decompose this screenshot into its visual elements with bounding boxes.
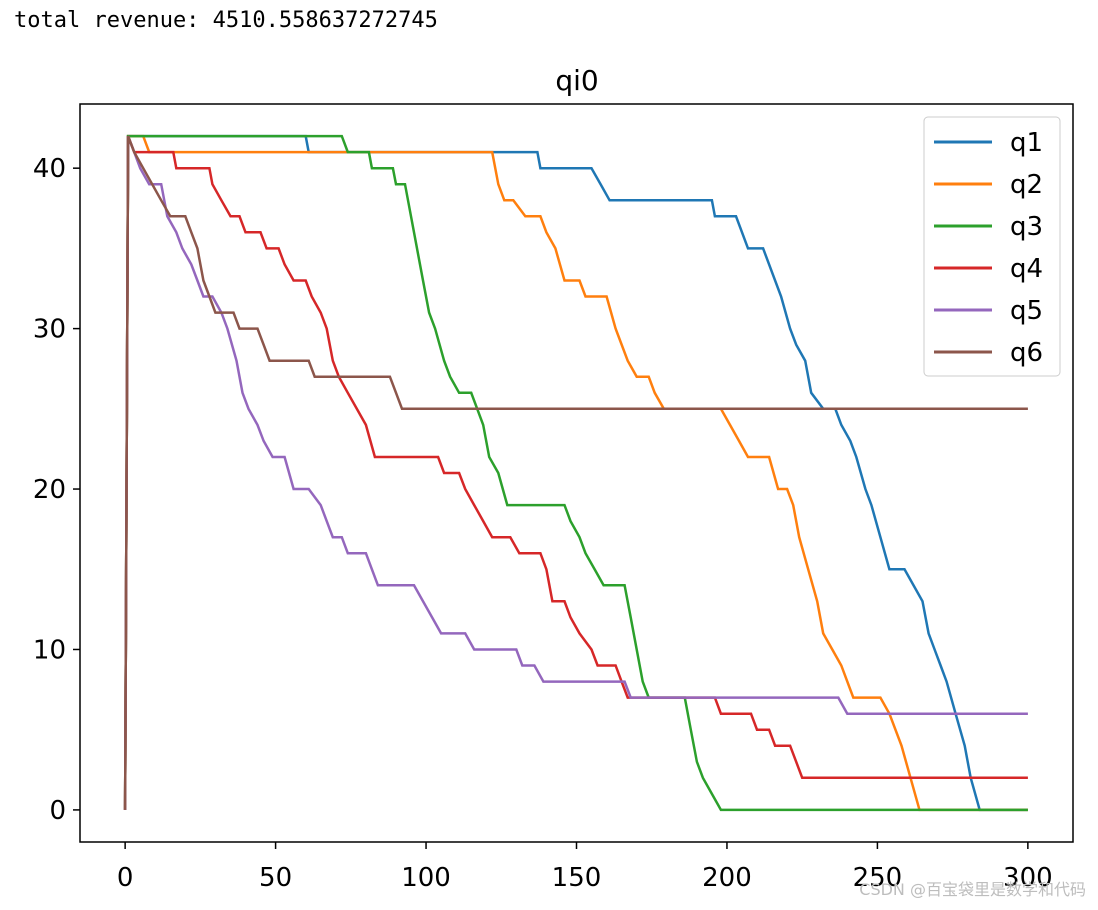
legend-label-q6: q6 [1010, 338, 1043, 368]
legend-label-q4: q4 [1010, 254, 1043, 284]
x-tick-label: 100 [401, 863, 451, 893]
series-line-q5 [123, 135, 1028, 810]
x-tick-label: 0 [117, 863, 134, 893]
x-tick-label: 200 [702, 863, 752, 893]
y-tick-label: 20 [33, 475, 66, 505]
series-line-q1 [123, 134, 1028, 812]
y-tick-label: 30 [33, 315, 66, 345]
console-output: total revenue: 4510.558637272745 [14, 8, 438, 33]
series-line-q3 [123, 134, 1028, 812]
legend-label-q2: q2 [1010, 170, 1043, 200]
chart-title: qi0 [555, 64, 598, 97]
x-tick-label: 50 [259, 863, 292, 893]
legend-label-q5: q5 [1010, 296, 1043, 326]
watermark: CSDN @百宝袋里是数学和代码 [859, 880, 1086, 899]
series-line-q6 [123, 135, 1028, 810]
y-tick-label: 10 [33, 635, 66, 665]
y-tick-label: 0 [49, 796, 66, 826]
x-tick-label: 300 [1003, 863, 1053, 893]
series-layer [123, 134, 1028, 812]
x-tick-label: 250 [853, 863, 903, 893]
legend-label-q3: q3 [1010, 212, 1043, 242]
axis-layer: 0 50 100 150 200 250 300 0 10 20 30 40 [33, 154, 1053, 893]
legend-entries: q1 q2 q3 q4 q5 q6 [934, 128, 1043, 368]
legend: q1 q2 q3 q4 q5 q6 [923, 116, 1061, 377]
y-tick-label: 40 [33, 154, 66, 184]
series-line-q2 [123, 134, 1028, 812]
x-tick-label: 150 [552, 863, 602, 893]
legend-label-q1: q1 [1010, 128, 1043, 158]
series-line-q4 [123, 135, 1028, 810]
